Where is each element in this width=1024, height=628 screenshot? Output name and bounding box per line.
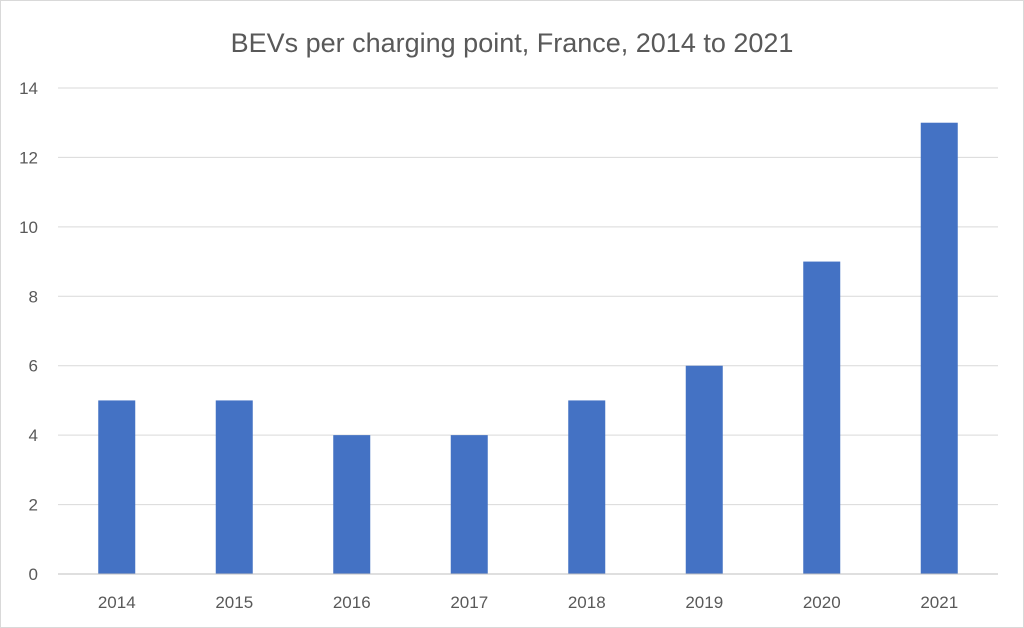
y-tick-label: 0 [29,565,38,584]
x-tick-label: 2015 [215,593,253,612]
bar-2016 [333,435,371,574]
y-tick-label: 6 [29,357,38,376]
gridlines [58,87,998,506]
y-tick-label: 12 [19,148,38,167]
bar-2017 [450,435,488,574]
x-tick-label: 2018 [568,593,606,612]
y-tick-label: 10 [19,218,38,237]
bar-2014 [98,400,136,574]
bar-2019 [685,365,723,574]
y-tick-label: 2 [29,496,38,515]
chart-title: BEVs per charging point, France, 2014 to… [231,28,794,58]
bar-2015 [215,400,253,574]
y-tick-label: 14 [19,79,38,98]
bar-2020 [803,261,841,574]
x-axis-tick-labels: 2014 2015 2016 2017 2018 2019 2020 2021 [98,593,958,612]
bars [98,122,958,574]
x-tick-label: 2021 [920,593,958,612]
bar-2018 [568,400,606,574]
y-tick-label: 8 [29,287,38,306]
x-tick-label: 2016 [333,593,371,612]
x-tick-label: 2014 [98,593,136,612]
x-tick-label: 2019 [685,593,723,612]
x-tick-label: 2020 [803,593,841,612]
y-tick-label: 4 [29,426,38,445]
y-axis-tick-labels: 0 2 4 6 8 10 12 14 [19,79,38,584]
x-tick-label: 2017 [450,593,488,612]
bar-2021 [920,122,958,574]
